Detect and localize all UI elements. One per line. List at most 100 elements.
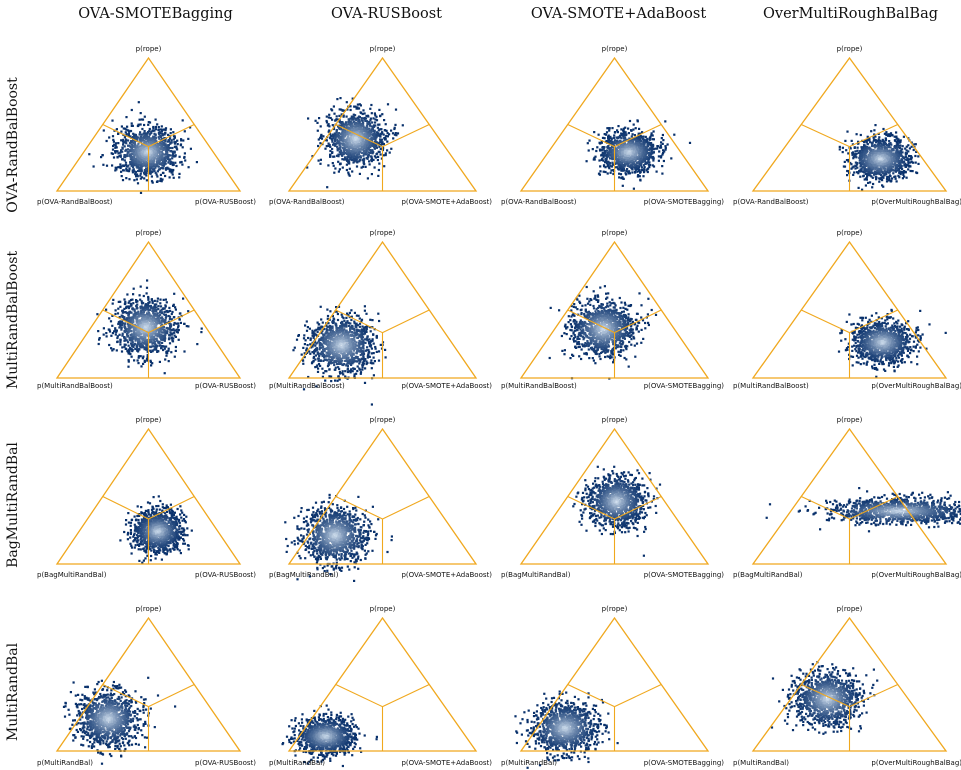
sample-point	[901, 145, 904, 148]
sample-point	[341, 130, 344, 133]
sample-point	[128, 178, 131, 181]
sample-point	[151, 142, 154, 145]
sample-point	[612, 136, 615, 139]
sample-point	[156, 180, 159, 183]
sample-point	[154, 152, 157, 156]
sample-point	[146, 166, 149, 169]
sample-point	[605, 159, 608, 163]
sample-point	[616, 131, 619, 134]
sample-point	[159, 179, 162, 182]
sample-point	[119, 324, 122, 327]
sample-point	[157, 155, 160, 158]
sample-point	[160, 345, 163, 348]
sample-point	[883, 132, 886, 135]
sample-point	[359, 148, 362, 151]
sample-point	[138, 153, 141, 156]
sample-point	[843, 160, 846, 163]
sample-point	[319, 142, 322, 145]
sample-point	[124, 140, 127, 143]
sample-point	[344, 122, 347, 125]
sample-point	[329, 153, 332, 156]
sample-point	[379, 128, 383, 131]
sample-point	[121, 150, 124, 153]
sample-point	[366, 144, 369, 147]
sample-point	[361, 131, 364, 134]
sample-point	[143, 177, 146, 180]
sample-point	[134, 172, 137, 175]
sample-point	[157, 168, 160, 171]
sample-point	[160, 125, 163, 128]
sample-point	[880, 157, 883, 160]
sample-point	[885, 177, 889, 181]
sample-point	[121, 140, 125, 143]
sample-point	[885, 148, 889, 151]
sample-point	[336, 134, 339, 137]
sample-point	[132, 160, 135, 163]
sample-point	[641, 160, 644, 164]
sample-point	[370, 112, 373, 115]
sample-point	[357, 124, 360, 127]
sample-point	[628, 172, 631, 175]
sample-point	[350, 115, 353, 118]
sample-point	[643, 151, 646, 154]
sample-point	[169, 128, 172, 131]
sample-point	[862, 174, 865, 177]
sample-point	[894, 153, 897, 156]
sample-point	[363, 145, 366, 148]
sample-point	[345, 101, 348, 104]
sample-point	[890, 168, 893, 171]
sample-point	[637, 169, 641, 172]
sample-point	[154, 128, 157, 131]
sample-point	[124, 127, 127, 130]
sample-point	[141, 164, 144, 167]
sample-point	[899, 139, 902, 142]
sample-point	[133, 133, 136, 136]
top-vertex-label: p(rope)	[136, 45, 162, 53]
sample-point	[172, 131, 175, 134]
sample-point	[166, 156, 169, 160]
sample-point	[626, 143, 629, 146]
left-vertex-label: p(OVA-RandBalBoost)	[733, 198, 809, 206]
sample-point	[866, 161, 869, 164]
sample-point	[331, 133, 334, 136]
sample-point	[352, 141, 355, 145]
sample-point	[857, 186, 860, 189]
sample-point	[134, 145, 137, 148]
sample-point	[150, 364, 153, 367]
sample-point	[650, 142, 653, 145]
sample-point	[114, 150, 117, 153]
sample-point	[603, 137, 606, 140]
sample-point	[114, 146, 117, 149]
sample-point	[352, 161, 355, 164]
sample-point	[632, 162, 635, 165]
sample-point	[894, 170, 897, 173]
sample-point	[646, 141, 649, 144]
sample-point	[889, 146, 892, 149]
sample-point	[620, 169, 623, 172]
sample-point	[146, 279, 149, 282]
right-vertex-label: p(OVA-SMOTE+AdaBoost)	[401, 198, 492, 206]
sample-point	[119, 154, 122, 157]
sample-point	[145, 157, 148, 160]
sample-point	[608, 127, 611, 130]
sample-point	[648, 161, 651, 164]
sample-point	[162, 128, 165, 131]
sample-point	[356, 106, 359, 109]
sample-point	[900, 166, 903, 169]
sample-point	[883, 167, 886, 170]
posterior-samples	[585, 119, 692, 190]
sample-point	[162, 141, 165, 144]
sample-point	[179, 161, 182, 164]
sample-point	[601, 157, 604, 160]
sample-point	[609, 164, 612, 167]
sample-point	[624, 126, 627, 129]
sample-point	[645, 147, 648, 150]
sample-point	[849, 161, 852, 165]
sample-point	[117, 142, 120, 145]
sample-point	[119, 155, 122, 158]
sample-point	[627, 146, 630, 149]
sample-point	[175, 328, 178, 331]
sample-point	[394, 132, 397, 135]
sample-point	[363, 158, 366, 161]
sample-point	[365, 149, 368, 152]
